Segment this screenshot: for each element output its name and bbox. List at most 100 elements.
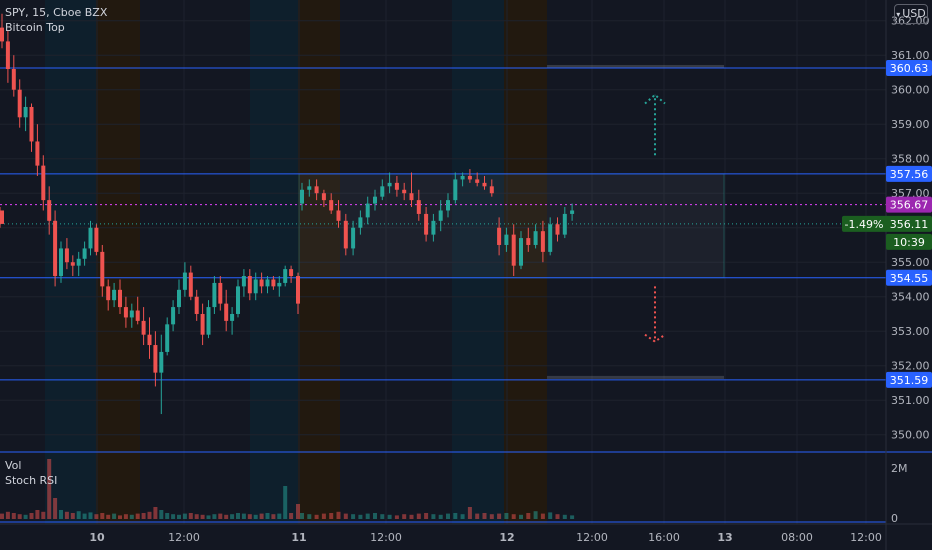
volume-bar-17 xyxy=(100,513,105,519)
last-close-badge-bg xyxy=(886,196,932,213)
indicator-label[interactable]: Bitcoin Top xyxy=(5,21,65,34)
volume-bar-39 xyxy=(230,514,235,519)
time-tick-6: 16:00 xyxy=(648,531,680,544)
candle-body-25 xyxy=(147,334,152,346)
candle-body-52 xyxy=(307,186,312,190)
candle-body-27 xyxy=(159,351,164,373)
candle-body-85 xyxy=(548,224,553,252)
volume-bar-9 xyxy=(53,498,58,519)
price-tick-10: 352.00 xyxy=(891,360,930,373)
time-tick-2: 11 xyxy=(291,531,306,544)
candle-body-13 xyxy=(76,258,81,266)
candle-body-50 xyxy=(296,276,300,304)
candle-body-17 xyxy=(100,251,105,287)
volume-bar-42 xyxy=(247,514,252,519)
volume-label[interactable]: Vol xyxy=(5,459,22,472)
volume-bar-61 xyxy=(373,513,377,519)
price-tick-2: 360.00 xyxy=(891,84,930,97)
candle-body-58 xyxy=(351,227,356,249)
candle-body-36 xyxy=(212,282,217,308)
volume-bar-4 xyxy=(23,514,28,519)
time-tick-4: 12 xyxy=(499,531,514,544)
candle-body-63 xyxy=(387,182,392,187)
candle-body-2 xyxy=(11,69,16,90)
currency-selector[interactable]: ▾ USD xyxy=(894,4,928,24)
volume-bar-32 xyxy=(188,513,193,519)
candle-body-28 xyxy=(165,324,170,352)
volume-bar-56 xyxy=(336,511,341,519)
candle-body-65 xyxy=(402,189,407,194)
candle-body-54 xyxy=(321,193,326,201)
candle-body-55 xyxy=(329,200,334,211)
last-close-badge: 356.67 xyxy=(890,199,929,212)
candle-body-7 xyxy=(41,165,46,201)
price-tick-11: 351.00 xyxy=(891,394,930,407)
candle-body-12 xyxy=(70,262,75,266)
symbol-line[interactable]: SPY, 15, Cboe BZX xyxy=(5,6,108,19)
candle-body-42 xyxy=(247,276,252,294)
candle-body-73 xyxy=(460,175,465,180)
volume-bar-35 xyxy=(206,515,211,519)
time-tick-9: 12:00 xyxy=(850,531,882,544)
candle-body-75 xyxy=(475,179,480,183)
candle-body-45 xyxy=(265,279,270,287)
volume-bar-37 xyxy=(218,513,223,519)
candle-body-51 xyxy=(300,189,304,204)
volume-bar-79 xyxy=(504,513,509,519)
candle-body-84 xyxy=(540,231,545,252)
volume-bar-48 xyxy=(283,486,288,519)
range-box xyxy=(298,173,725,279)
volume-bar-18 xyxy=(106,514,111,519)
volume-bar-19 xyxy=(112,513,117,519)
volume-bar-0 xyxy=(0,513,4,519)
volume-bar-88 xyxy=(570,515,575,519)
volume-bar-66 xyxy=(409,514,414,519)
volume-bar-40 xyxy=(236,513,240,519)
candle-body-68 xyxy=(424,213,429,235)
volume-bar-58 xyxy=(351,514,356,519)
volume-bar-77 xyxy=(489,514,494,519)
volume-bar-34 xyxy=(200,514,205,519)
volume-bar-65 xyxy=(402,514,407,519)
candle-body-38 xyxy=(224,303,229,321)
candle-body-80 xyxy=(511,234,516,266)
level-badge-2-bg xyxy=(886,269,932,286)
candle-body-34 xyxy=(200,313,205,335)
candle-body-81 xyxy=(519,238,523,266)
volume-bar-69 xyxy=(431,514,436,519)
candle-body-5 xyxy=(29,106,34,142)
volume-bar-73 xyxy=(460,514,465,519)
volume-bar-59 xyxy=(358,514,363,519)
volume-bar-27 xyxy=(159,510,164,519)
volume-bar-23 xyxy=(135,513,140,519)
volume-bar-76 xyxy=(482,513,487,519)
candle-body-35 xyxy=(206,307,211,335)
candle-body-14 xyxy=(82,248,87,259)
time-tick-0: 10 xyxy=(89,531,105,544)
time-tick-8: 08:00 xyxy=(781,531,813,544)
volume-bar-87 xyxy=(562,514,567,519)
level-badge-0-bg xyxy=(886,59,932,76)
candle-body-79 xyxy=(504,234,509,245)
level-badge-3-bg xyxy=(886,371,932,388)
volume-bar-28 xyxy=(165,513,170,519)
level-badge-3: 351.59 xyxy=(890,374,929,387)
volume-bar-81 xyxy=(519,514,523,519)
volume-bar-49 xyxy=(289,513,294,519)
candle-body-57 xyxy=(343,220,348,249)
candle-body-41 xyxy=(241,276,246,287)
candle-body-30 xyxy=(177,289,181,308)
stoch-rsi-label[interactable]: Stoch RSI xyxy=(5,474,58,487)
volume-bar-26 xyxy=(153,507,158,519)
volume-bar-85 xyxy=(548,512,553,519)
candle-body-77 xyxy=(489,186,494,194)
volume-bar-67 xyxy=(416,513,421,519)
target-zone-lower xyxy=(547,375,724,379)
volume-bar-12 xyxy=(70,513,75,519)
currency-label: USD xyxy=(902,7,926,20)
candle-body-64 xyxy=(394,182,399,190)
candle-body-61 xyxy=(373,196,377,204)
volume-bar-25 xyxy=(147,511,152,519)
candle-body-56 xyxy=(336,210,341,221)
